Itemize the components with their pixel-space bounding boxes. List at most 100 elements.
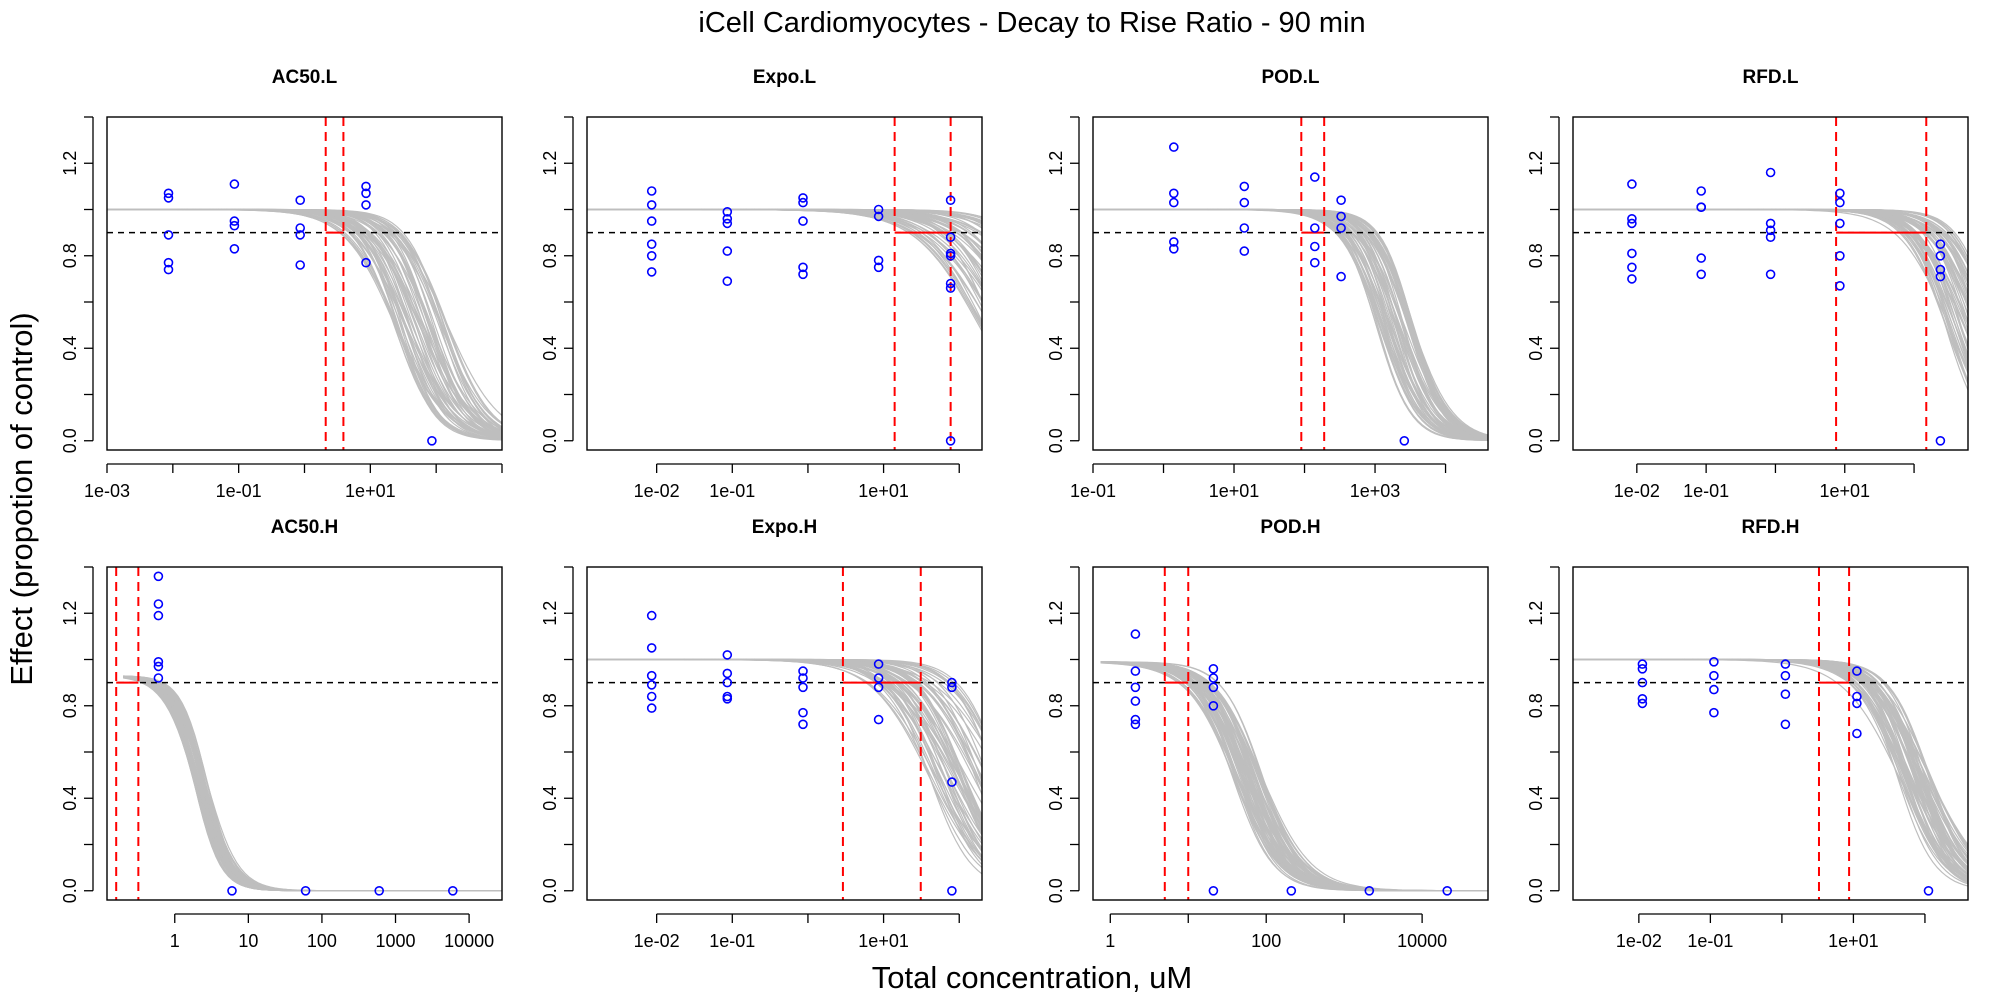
fitted-curve xyxy=(587,658,982,831)
data-points xyxy=(163,179,437,446)
data-point xyxy=(153,571,164,582)
plot-frame xyxy=(1572,116,1969,451)
x-tick-label: 10000 xyxy=(1397,931,1447,951)
fitted-curve xyxy=(1093,208,1488,440)
data-point xyxy=(798,269,808,280)
y-axis: 0.0 0.4 0.8 1.2 xyxy=(1046,566,1080,903)
data-point xyxy=(947,682,957,693)
fitted-curve xyxy=(1093,208,1488,439)
panel-title: Expo.L xyxy=(753,67,817,88)
data-point xyxy=(295,260,306,270)
data-point xyxy=(1310,172,1320,182)
fitted-curve xyxy=(1093,208,1488,438)
y-tick-label: 0.0 xyxy=(60,428,80,453)
data-point xyxy=(798,216,808,226)
curve-bundle xyxy=(587,658,982,875)
fitted-curve xyxy=(1093,208,1488,438)
y-tick-label: 1.2 xyxy=(60,151,80,176)
data-point xyxy=(798,666,808,676)
data-point xyxy=(163,188,174,199)
fitted-curve xyxy=(107,208,502,435)
data-point xyxy=(361,257,371,268)
fitted-curve xyxy=(1093,208,1488,438)
fitted-curve xyxy=(587,658,982,829)
data-point xyxy=(1208,885,1219,896)
y-tick-label: 1.2 xyxy=(1046,151,1066,176)
data-point xyxy=(873,682,884,693)
data-point xyxy=(1935,264,1946,275)
data-point xyxy=(1399,435,1410,446)
data-point xyxy=(229,220,240,231)
data-point xyxy=(1208,673,1219,683)
panel-rfd-h: RFD.H 0.0 0.4 0.8 1.2 1e-02 1e-01 1e+01 xyxy=(1526,517,1969,951)
panel-title: POD.H xyxy=(1260,517,1320,538)
data-point xyxy=(646,239,657,249)
data-points xyxy=(1637,656,1934,896)
data-point xyxy=(1780,659,1791,669)
y-tick-label: 0.0 xyxy=(1046,428,1066,453)
fitted-curve xyxy=(1573,208,1968,366)
data-point xyxy=(153,599,164,609)
y-tick-label: 0.0 xyxy=(1046,878,1066,903)
data-point xyxy=(153,610,164,621)
data-point xyxy=(1130,629,1141,639)
data-point xyxy=(427,435,437,446)
x-axis-title: Total concentration, uM xyxy=(872,960,1193,995)
y-tick-label: 0.0 xyxy=(60,878,80,903)
data-point xyxy=(798,197,808,208)
plot-frame xyxy=(106,116,503,451)
data-point xyxy=(945,195,956,205)
y-tick-label: 1.2 xyxy=(1046,601,1066,626)
y-axis: 0.0 0.4 0.8 1.2 xyxy=(60,116,94,453)
data-point xyxy=(1130,696,1141,706)
data-point xyxy=(1835,251,1845,261)
data-point xyxy=(646,610,657,621)
data-point xyxy=(1442,885,1452,896)
data-point xyxy=(295,230,306,240)
data-point xyxy=(163,193,174,203)
y-tick-label: 0.8 xyxy=(60,693,80,718)
data-point xyxy=(945,278,956,289)
panel-expo-h: Expo.H 0.0 0.4 0.8 1.2 1e-02 1e-01 1e+01 xyxy=(540,517,983,951)
panel-pod-h: POD.H 0.0 0.4 0.8 1.2 1 100 10000 xyxy=(1046,517,1489,951)
data-point xyxy=(945,283,956,293)
data-point xyxy=(153,656,164,667)
fitted-curve xyxy=(1093,208,1488,439)
data-point xyxy=(1364,885,1375,896)
y-axis: 0.0 0.4 0.8 1.2 xyxy=(540,566,574,903)
y-tick-label: 0.8 xyxy=(540,243,560,268)
data-point xyxy=(945,435,956,446)
fitted-curve xyxy=(587,208,982,322)
curve-bundle xyxy=(1573,208,1968,391)
fitted-curve xyxy=(587,208,982,308)
data-point xyxy=(1208,682,1219,693)
y-tick-label: 0.8 xyxy=(1526,243,1546,268)
data-point xyxy=(361,181,371,192)
panel-title: POD.L xyxy=(1261,67,1319,88)
fitted-curve xyxy=(587,208,982,327)
x-tick-label: 1e+03 xyxy=(1350,481,1401,501)
data-point xyxy=(646,251,657,261)
data-point xyxy=(1286,885,1297,896)
fitted-curve xyxy=(1093,208,1488,438)
fitted-curve xyxy=(587,208,982,326)
y-axis: 0.0 0.4 0.8 1.2 xyxy=(1526,566,1560,903)
data-point xyxy=(1765,167,1776,178)
panel-title: AC50.H xyxy=(271,517,339,538)
data-point xyxy=(646,703,657,713)
x-tick-label: 1e-03 xyxy=(84,481,130,501)
data-point xyxy=(1169,244,1179,254)
data-point xyxy=(646,267,657,277)
data-point xyxy=(1239,246,1250,256)
data-point xyxy=(873,714,884,725)
data-point xyxy=(1336,271,1346,282)
fitted-curve xyxy=(1100,661,1488,892)
data-point xyxy=(646,680,657,690)
data-point xyxy=(646,670,657,681)
panels: AC50.L 0.0 0.4 0.8 1.2 1e-03 1e-01 1e+01 Expo.L 0… xyxy=(60,67,1969,951)
data-point xyxy=(798,707,808,718)
x-tick-label: 1e-02 xyxy=(1616,931,1662,951)
y-axis: 0.0 0.4 0.8 1.2 xyxy=(1046,116,1080,453)
fitted-curve xyxy=(587,658,982,742)
data-point xyxy=(1169,142,1179,152)
